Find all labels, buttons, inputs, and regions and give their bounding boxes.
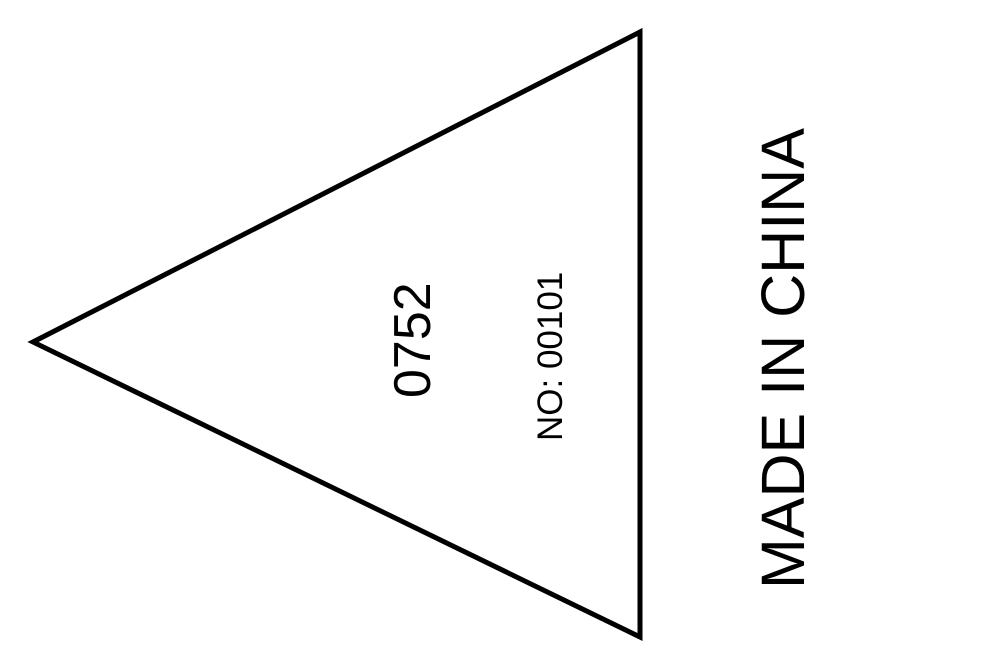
serial-number: NO: 00101 (531, 271, 570, 441)
code-number: 0752 (384, 282, 442, 398)
origin-text: MADE IN CHINA (749, 128, 817, 589)
triangle-outline (27, 27, 643, 641)
